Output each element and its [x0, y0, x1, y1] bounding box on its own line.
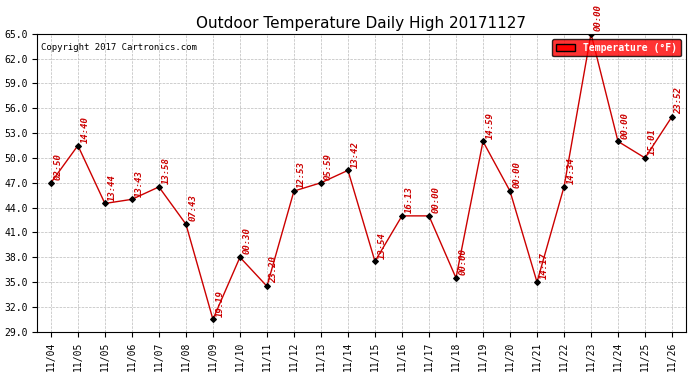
Text: 00:00: 00:00	[458, 248, 467, 275]
Point	[126, 196, 137, 202]
Point	[180, 221, 191, 227]
Point	[315, 180, 326, 186]
Point	[397, 213, 408, 219]
Point	[99, 201, 110, 207]
Text: 13:42: 13:42	[351, 141, 359, 168]
Text: 00:00: 00:00	[513, 161, 522, 188]
Point	[342, 167, 353, 173]
Text: 14:34: 14:34	[566, 157, 575, 184]
Text: 14:59: 14:59	[486, 112, 495, 139]
Text: 14:40: 14:40	[80, 116, 89, 143]
Text: 13:54: 13:54	[377, 232, 386, 259]
Point	[72, 142, 83, 148]
Text: 12:53: 12:53	[297, 161, 306, 188]
Text: 13:58: 13:58	[161, 157, 170, 184]
Point	[424, 213, 435, 219]
Text: 02:50: 02:50	[53, 153, 62, 180]
Point	[531, 279, 542, 285]
Text: 16:13: 16:13	[404, 186, 413, 213]
Point	[451, 275, 462, 281]
Point	[46, 180, 57, 186]
Point	[208, 316, 219, 322]
Text: 00:30: 00:30	[242, 228, 251, 255]
Text: Copyright 2017 Cartronics.com: Copyright 2017 Cartronics.com	[41, 43, 197, 52]
Point	[369, 258, 380, 264]
Text: 07:43: 07:43	[188, 195, 197, 221]
Point	[262, 283, 273, 289]
Point	[153, 184, 164, 190]
Point	[613, 138, 624, 144]
Title: Outdoor Temperature Daily High 20171127: Outdoor Temperature Daily High 20171127	[197, 16, 526, 31]
Text: 23:20: 23:20	[269, 256, 278, 284]
Text: 13:43: 13:43	[135, 170, 144, 196]
Text: 00:00: 00:00	[431, 186, 440, 213]
Text: 13:44: 13:44	[108, 174, 117, 201]
Point	[640, 155, 651, 161]
Text: 19:19: 19:19	[215, 290, 224, 316]
Text: 23:52: 23:52	[674, 87, 684, 114]
Point	[477, 138, 489, 144]
Point	[235, 254, 246, 260]
Point	[586, 31, 597, 37]
Text: 05:59: 05:59	[324, 153, 333, 180]
Legend: Temperature (°F): Temperature (°F)	[552, 39, 680, 57]
Point	[667, 114, 678, 120]
Text: 00:00: 00:00	[593, 4, 602, 31]
Text: 15:01: 15:01	[647, 128, 656, 155]
Text: 14:17: 14:17	[540, 252, 549, 279]
Point	[558, 184, 569, 190]
Point	[288, 188, 299, 194]
Text: 00:00: 00:00	[620, 112, 629, 139]
Point	[504, 188, 515, 194]
